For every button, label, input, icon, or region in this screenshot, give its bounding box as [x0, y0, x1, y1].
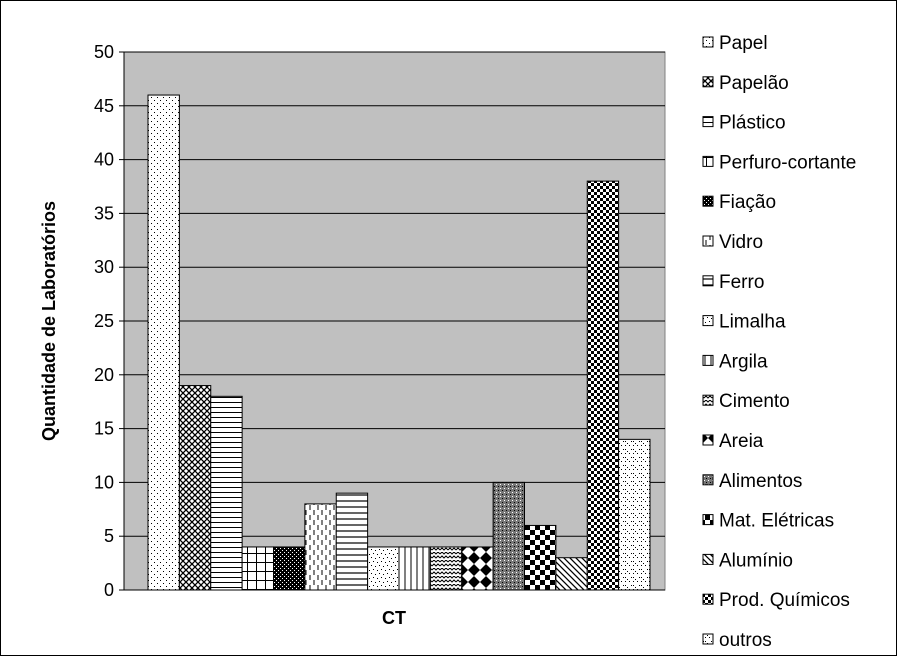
legend-swatch: [702, 235, 714, 247]
bar-fiação: [273, 546, 306, 591]
y-tick-label: 45: [94, 96, 114, 116]
legend-label: Alumínio: [719, 550, 793, 571]
y-tick-label: 30: [94, 257, 114, 277]
y-tick-label: 10: [94, 472, 114, 492]
y-tick-label: 5: [104, 526, 114, 546]
bar-argila: [398, 546, 431, 591]
legend-label: Limalha: [719, 312, 786, 333]
legend-label: Perfuro-cortante: [719, 152, 856, 173]
legend-swatch: [702, 36, 714, 48]
legend-swatch: [702, 514, 714, 526]
y-tick-label: 35: [94, 203, 114, 223]
legend-label: Papel: [719, 33, 768, 54]
legend-swatch: [702, 116, 714, 128]
legend-swatch: [702, 633, 714, 645]
legend: Papel Papelão Plástico Perfuro-cortante Fiaç…: [702, 33, 856, 651]
legend-label: Prod. Químicos: [719, 590, 850, 611]
legend-swatch: [702, 76, 714, 88]
bar-alumínio: [555, 557, 588, 591]
bar-vidro: [304, 503, 337, 591]
bar-areia: [461, 546, 494, 591]
bar-papel: [147, 94, 180, 591]
legend-label: Papelão: [719, 73, 789, 94]
legend-label: Areia: [719, 431, 764, 452]
bar-perfuro-cortante: [241, 546, 274, 591]
y-tick-label: 20: [94, 365, 114, 385]
bar-plástico: [210, 395, 243, 591]
y-tick-label: 40: [94, 150, 114, 170]
bar-prod-químicos: [586, 180, 620, 591]
legend-label: Vidro: [719, 232, 763, 253]
legend-swatch: [702, 315, 714, 327]
legend-label: Mat. Elétricas: [719, 511, 834, 532]
legend-label: Cimento: [719, 391, 790, 412]
legend-swatch: [702, 195, 714, 207]
legend-label: Fiação: [719, 192, 776, 213]
bar-ferro: [335, 492, 369, 591]
legend-swatch: [702, 553, 714, 565]
legend-swatch: [702, 155, 714, 167]
y-tick-label: 25: [94, 311, 114, 331]
bar-alimentos: [492, 481, 525, 591]
legend-swatch: [702, 275, 714, 287]
legend-swatch: [702, 474, 714, 486]
bar-papelão: [178, 385, 212, 591]
legend-swatch: [702, 434, 714, 446]
legend-label: Plástico: [719, 113, 786, 134]
legend-label: Ferro: [719, 272, 764, 293]
bar-mat-elétricas: [524, 524, 557, 591]
legend-swatch: [702, 354, 714, 366]
bar-cimento: [429, 546, 463, 591]
y-axis-title: Quantidade de Laboratórios: [39, 201, 59, 441]
y-tick-label: 50: [94, 42, 114, 62]
legend-swatch: [702, 593, 714, 605]
y-tick-label: 15: [94, 419, 114, 439]
y-tick-label: 0: [104, 580, 114, 600]
bar-limalha: [367, 546, 400, 591]
legend-label: Alimentos: [719, 471, 802, 492]
x-axis-title: CT: [382, 608, 406, 628]
legend-label: Argila: [719, 351, 768, 372]
bar-outros: [618, 438, 651, 591]
legend-swatch: [702, 394, 714, 406]
y-axis: 0 5 10 15 20 25 30 35 40 45 50: [94, 42, 665, 600]
gridlines: [124, 51, 665, 537]
legend-label: outros: [719, 630, 772, 651]
